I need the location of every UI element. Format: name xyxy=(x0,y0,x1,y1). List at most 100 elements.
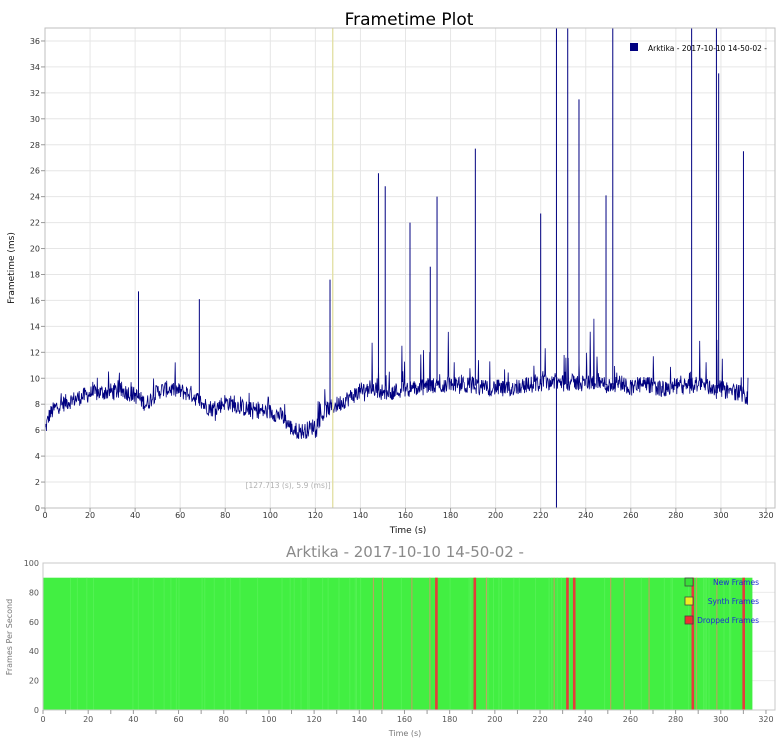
x-tick-label: 180 xyxy=(443,511,458,520)
y-tick-label: 28 xyxy=(30,141,40,150)
new-frames-stripe xyxy=(604,577,606,710)
fps-x-tick-label: 180 xyxy=(442,715,457,724)
x-tick-label: 0 xyxy=(42,511,47,520)
new-frames-stripe xyxy=(493,577,494,710)
new-frames-stripe xyxy=(293,577,295,710)
y-tick-label: 30 xyxy=(30,115,40,124)
y-tick-label: 20 xyxy=(30,245,40,254)
new-frames-stripe xyxy=(568,577,570,710)
dropped-frames-trace xyxy=(372,577,375,710)
fps-x-tick-label: 40 xyxy=(128,715,138,724)
new-frames-stripe xyxy=(471,577,473,710)
y-tick-label: 32 xyxy=(30,89,40,98)
x-tick-label: 100 xyxy=(263,511,278,520)
new-frames-stripe xyxy=(338,577,340,710)
new-frames-stripe xyxy=(308,577,310,710)
fps-plot-area xyxy=(42,562,776,711)
new-frames-band xyxy=(43,577,753,710)
new-frames-stripe xyxy=(76,577,78,710)
fps-legend[interactable]: New Frames Synth Frames Dropped Frames xyxy=(684,577,759,625)
fps-y-tick-label: 80 xyxy=(29,588,39,597)
new-frames-stripe xyxy=(204,577,206,710)
dropped-frames-trace xyxy=(485,577,488,710)
dropped-frames-trace xyxy=(553,577,555,710)
y-tick-label: 12 xyxy=(30,348,40,357)
fps-x-tick-label: 260 xyxy=(623,715,638,724)
x-tick-label: 40 xyxy=(130,511,140,520)
y-tick-label: 16 xyxy=(30,296,40,305)
new-frames-stripe xyxy=(354,577,356,710)
y-tick-label: 2 xyxy=(35,478,40,487)
frametime-plot-title: Frametime Plot xyxy=(345,10,474,30)
new-frames-stripe xyxy=(360,577,362,710)
x-tick-label: 140 xyxy=(353,511,368,520)
x-tick-label: 80 xyxy=(220,511,230,520)
x-axis-label: Time (s) xyxy=(389,526,427,536)
y-tick-label: 0 xyxy=(35,504,40,513)
new-frames-stripe xyxy=(501,577,503,710)
fps-x-tick-label: 60 xyxy=(173,715,183,724)
fps-y-tick-label: 40 xyxy=(29,647,39,656)
new-frames-stripe xyxy=(487,577,489,710)
new-frames-stripe xyxy=(670,577,672,710)
new-frames-stripe xyxy=(213,577,215,710)
y-tick-label: 34 xyxy=(30,63,40,72)
fps-bars xyxy=(43,577,753,710)
dropped-frames-trace xyxy=(716,577,718,710)
new-frames-stripe xyxy=(178,577,180,710)
new-frames-stripe xyxy=(560,577,562,710)
y-tick-label: 36 xyxy=(30,37,40,46)
new-frames-stripe xyxy=(640,577,642,710)
fps-chart-title: Arktika - 2017-10-10 14-50-02 - xyxy=(286,543,524,561)
fps-y-tick-label: 100 xyxy=(24,559,39,568)
fps-x-tick-label: 200 xyxy=(487,715,502,724)
frametime-legend[interactable]: Arktika - 2017-10-10 14-50-02 - xyxy=(630,43,767,53)
x-tick-label: 160 xyxy=(398,511,413,520)
new-frames-stripe xyxy=(152,577,154,710)
new-frames-stripe xyxy=(705,577,707,710)
dropped-frames-bar xyxy=(473,577,477,710)
x-tick-label: 260 xyxy=(623,511,638,520)
fps-legend-swatch xyxy=(684,615,694,625)
x-tick-label: 120 xyxy=(308,511,323,520)
new-frames-stripe xyxy=(175,577,177,710)
fps-y-tick-label: 60 xyxy=(29,618,39,627)
new-frames-stripe xyxy=(230,577,231,710)
new-frames-stripe xyxy=(327,577,329,710)
y-tick-label: 26 xyxy=(30,167,40,176)
legend-entry-label: Arktika - 2017-10-10 14-50-02 - xyxy=(648,44,767,53)
dropped-frames-bar xyxy=(572,577,576,710)
new-frames-stripe xyxy=(400,577,402,710)
y-tick-label: 24 xyxy=(30,193,40,202)
frametime-series xyxy=(44,28,749,508)
fps-legend-label: New Frames xyxy=(713,578,759,587)
dropped-frames-trace xyxy=(411,577,413,710)
new-frames-stripe xyxy=(170,577,172,710)
y-tick-label: 14 xyxy=(30,322,40,331)
fps-x-tick-label: 160 xyxy=(397,715,412,724)
new-frames-stripe xyxy=(289,577,291,710)
x-tick-label: 200 xyxy=(488,511,503,520)
new-frames-stripe xyxy=(93,577,95,710)
fps-legend-swatch xyxy=(684,577,694,587)
x-tick-label: 280 xyxy=(668,511,683,520)
fps-y-axis-label: Frames Per Second xyxy=(5,599,14,675)
y-tick-label: 8 xyxy=(35,400,40,409)
fps-y-tick-label: 20 xyxy=(29,677,39,686)
fps-x-tick-label: 100 xyxy=(261,715,276,724)
y-tick-label: 18 xyxy=(30,270,40,279)
frametime-line xyxy=(44,318,749,440)
dropped-frames-trace xyxy=(610,577,612,710)
x-tick-label: 20 xyxy=(85,511,95,520)
cursor-marker[interactable]: [127.713 (s), 5.9 (ms)] xyxy=(246,28,334,508)
frametime-plot-area xyxy=(44,27,776,509)
dropped-frames-trace xyxy=(429,577,431,710)
new-frames-stripe xyxy=(307,577,309,710)
fps-x-tick-label: 140 xyxy=(352,715,367,724)
fps-x-tick-label: 220 xyxy=(532,715,547,724)
fps-x-tick-label: 240 xyxy=(578,715,593,724)
cursor-readout: [127.713 (s), 5.9 (ms)] xyxy=(246,481,331,490)
dropped-frames-bar xyxy=(435,577,438,710)
y-axis-label: Frametime (ms) xyxy=(7,232,17,304)
new-frames-stripe xyxy=(548,577,550,710)
